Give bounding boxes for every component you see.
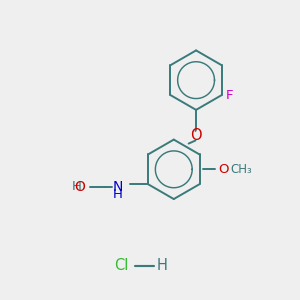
Text: O: O [218,163,228,176]
Text: H: H [72,180,82,193]
Text: CH₃: CH₃ [230,163,252,176]
Text: F: F [225,88,233,101]
Text: Cl: Cl [115,258,129,273]
Text: O: O [74,180,85,194]
Text: H: H [113,188,123,201]
Text: N: N [112,180,123,194]
Text: H: H [157,258,167,273]
Text: O: O [190,128,201,143]
